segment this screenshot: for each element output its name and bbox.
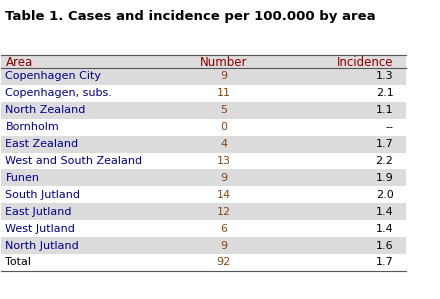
Text: Incidence: Incidence [337,56,393,68]
Text: 5: 5 [220,105,227,115]
Text: 1.4: 1.4 [376,207,393,217]
Text: 4: 4 [220,139,227,149]
Text: West Jutland: West Jutland [5,224,75,234]
Text: 1.1: 1.1 [376,105,393,115]
Text: 1.4: 1.4 [376,224,393,234]
Text: Area: Area [5,56,33,68]
Text: Bornholm: Bornholm [5,122,59,132]
Text: 14: 14 [216,190,231,200]
Bar [1,68,406,85]
Text: 9: 9 [220,241,227,251]
Text: 0: 0 [220,122,227,132]
Text: 2.2: 2.2 [376,156,393,166]
Text: 12: 12 [216,207,231,217]
Text: Copenhagen, subs.: Copenhagen, subs. [5,89,112,98]
Text: 11: 11 [216,89,231,98]
Text: 6: 6 [220,224,227,234]
Text: Table 1. Cases and incidence per 100.000 by area: Table 1. Cases and incidence per 100.000… [5,10,376,23]
Text: 9: 9 [220,71,227,82]
Text: East Zealand: East Zealand [5,139,79,149]
Bar [1,237,406,254]
Text: North Zealand: North Zealand [5,105,86,115]
Text: 1.9: 1.9 [376,173,393,183]
Bar [1,136,406,152]
Text: Copenhagen City: Copenhagen City [5,71,102,82]
Text: 9: 9 [220,173,227,183]
Bar [1,170,406,186]
Text: 1.7: 1.7 [376,139,393,149]
Text: Total: Total [5,257,31,268]
Bar [1,102,406,119]
Text: 92: 92 [216,257,231,268]
Text: West and South Zealand: West and South Zealand [5,156,143,166]
Text: 1.6: 1.6 [376,241,393,251]
Bar [1,203,406,220]
Text: 13: 13 [216,156,231,166]
Text: --: -- [385,122,393,132]
Text: East Jutland: East Jutland [5,207,72,217]
Text: Number: Number [200,56,247,68]
Text: 1.3: 1.3 [376,71,393,82]
Text: 2.1: 2.1 [376,89,393,98]
Bar [1,55,406,68]
Text: 1.7: 1.7 [376,257,393,268]
Text: South Jutland: South Jutland [5,190,81,200]
Text: North Jutland: North Jutland [5,241,79,251]
Text: Funen: Funen [5,173,40,183]
Text: 2.0: 2.0 [376,190,393,200]
